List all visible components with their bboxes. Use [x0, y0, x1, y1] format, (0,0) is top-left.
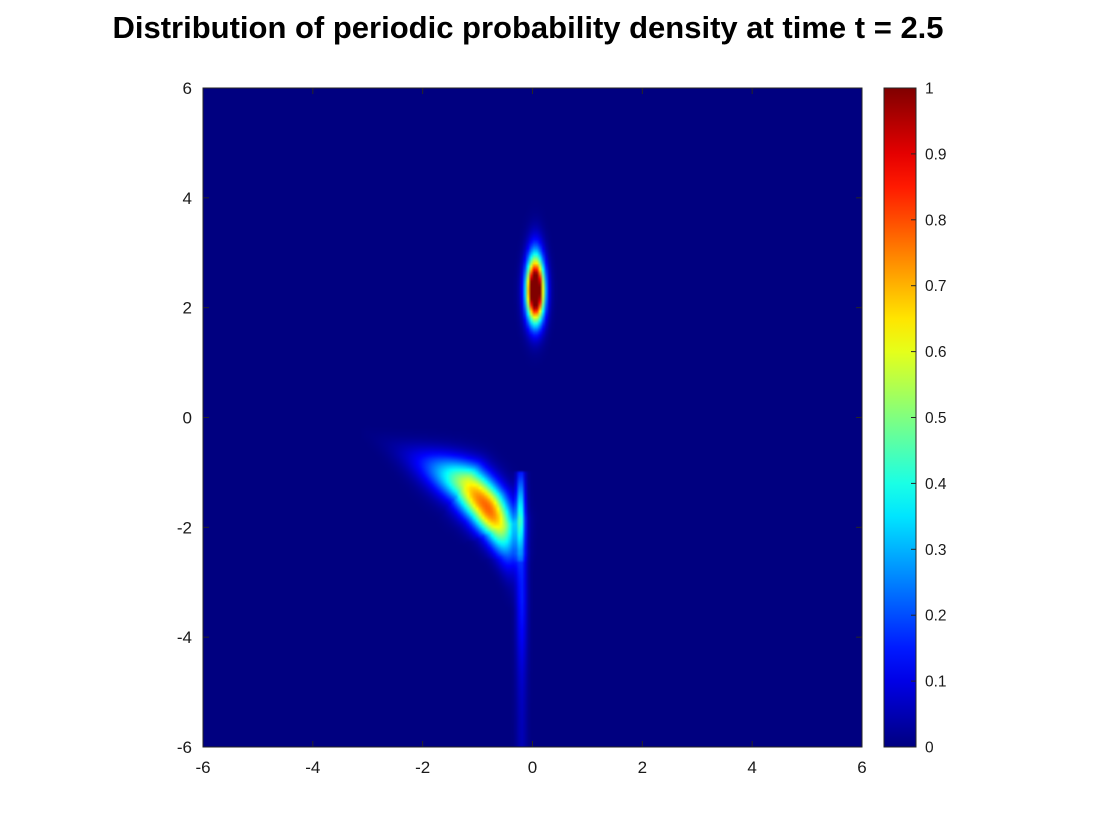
y-tick-label: -2	[177, 518, 192, 537]
colorbar-tick-label: 0.6	[925, 344, 947, 361]
colorbar-tick-label: 0.9	[925, 146, 947, 163]
x-axis: -6 -4 -2 0 2 4 6	[195, 88, 867, 777]
x-tick-label: 4	[747, 758, 756, 777]
plot-area	[202, 87, 863, 748]
y-axis: -6 -4 -2 0 2 4 6	[177, 79, 862, 757]
y-tick-label: 6	[183, 79, 192, 98]
colorbar-ticks: 0 0.1 0.2 0.3 0.4 0.5 0.6 0.7 0.8 0.9 1	[911, 81, 947, 757]
colorbar-tick-label: 0.2	[925, 608, 947, 625]
colorbar-gradient	[884, 88, 916, 747]
y-tick-label: -4	[177, 628, 192, 647]
x-tick-label: 2	[638, 758, 647, 777]
colorbar: 0 0.1 0.2 0.3 0.4 0.5 0.6 0.7 0.8 0.9 1	[883, 81, 947, 757]
colorbar-tick-label: 0.4	[925, 476, 947, 493]
colorbar-tick-label: 0.1	[925, 674, 947, 691]
y-tick-label: 4	[183, 189, 192, 208]
x-tick-label: -2	[415, 758, 430, 777]
x-tick-label: 0	[528, 758, 537, 777]
y-tick-label: -6	[177, 738, 192, 757]
colorbar-tick-label: 0.7	[925, 278, 947, 295]
colorbar-tick-label: 0.8	[925, 212, 947, 229]
y-tick-label: 2	[183, 299, 192, 318]
heatmap-image	[203, 88, 862, 747]
chart-title: Distribution of periodic probability den…	[112, 10, 943, 45]
y-tick-label: 0	[183, 409, 192, 428]
x-tick-label: -6	[195, 758, 210, 777]
colorbar-tick-label: 0.5	[925, 410, 947, 427]
colorbar-tick-label: 0.3	[925, 542, 947, 559]
colorbar-tick-label: 1	[925, 81, 934, 98]
x-tick-label: 6	[857, 758, 866, 777]
heatmap-container	[203, 88, 862, 747]
colorbar-tick-label: 0	[925, 740, 934, 757]
x-tick-label: -4	[305, 758, 320, 777]
